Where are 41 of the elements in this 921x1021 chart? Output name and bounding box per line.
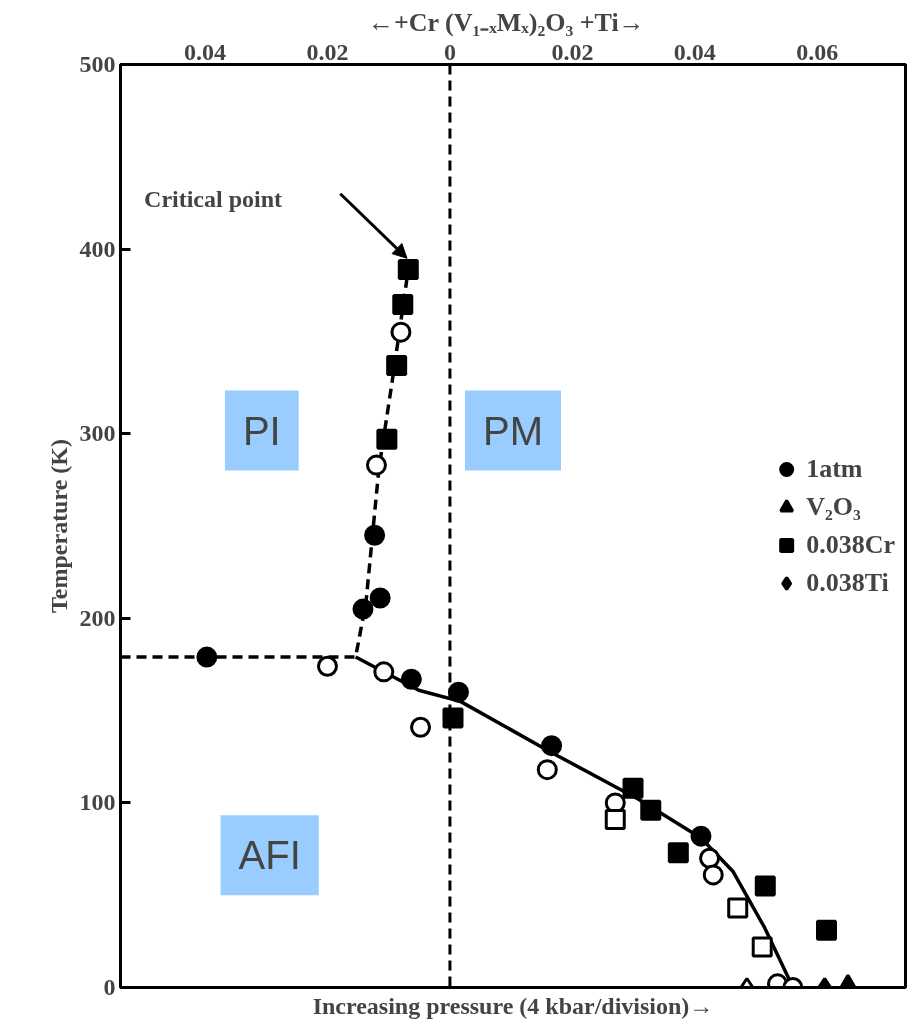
legend-label: 0.038Ti <box>806 567 889 598</box>
legend-label: 0.038Cr <box>806 529 895 560</box>
point <box>702 864 724 886</box>
point <box>667 842 689 864</box>
x-axis-title: Increasing pressure (4 kbar/division)→ <box>312 992 714 1019</box>
point <box>816 919 838 941</box>
x-tick-label: 0.02 <box>551 38 594 65</box>
y-axis-title: Temperature (K) <box>45 439 72 613</box>
point <box>373 661 395 683</box>
y-tick-label: 400 <box>79 235 116 262</box>
point <box>376 428 398 450</box>
point <box>397 258 419 280</box>
point <box>365 454 387 476</box>
y-tick-label: 100 <box>79 789 116 816</box>
point <box>754 875 776 897</box>
point <box>622 777 644 799</box>
y-tick-label: 200 <box>79 604 116 631</box>
y-tick-label: 500 <box>79 51 116 77</box>
point <box>316 655 338 677</box>
point <box>640 799 662 821</box>
point <box>392 293 414 315</box>
x-tick-label: 0 <box>443 38 456 65</box>
point <box>410 716 432 738</box>
point <box>699 847 721 869</box>
point <box>442 707 464 729</box>
annotation: PM <box>483 408 543 453</box>
legend-label: 1atm <box>806 453 863 484</box>
point <box>386 354 408 376</box>
chart-title: ←+Cr (V₁₋ₓMₓ)₂O₃ +Ti→ <box>367 7 645 37</box>
x-tick-label: 0.06 <box>796 38 839 65</box>
x-tick-label: 0.02 <box>306 38 349 65</box>
annotation: AFI <box>238 833 301 878</box>
point <box>536 759 558 781</box>
x-tick-label: 0.04 <box>184 38 226 65</box>
annotation: PI <box>242 408 281 453</box>
annotation: Critical point <box>144 186 283 213</box>
point <box>390 321 412 343</box>
x-tick-label: 0.04 <box>673 38 716 65</box>
y-tick-label: 0 <box>103 974 116 1000</box>
y-tick-label: 300 <box>79 420 116 447</box>
legend-label: V₂O₃ <box>806 491 861 522</box>
